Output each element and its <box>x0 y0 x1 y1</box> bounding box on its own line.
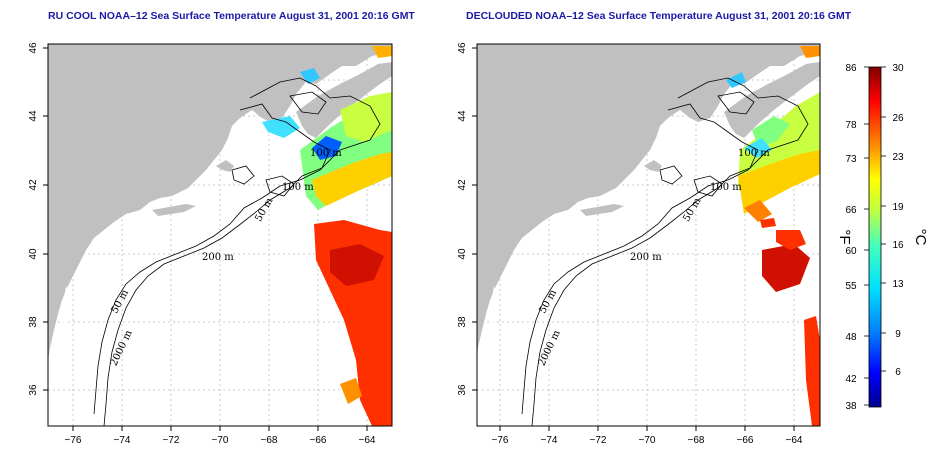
left-x-tick-label: −66 <box>310 435 327 446</box>
colorbar-fahrenheit-labels: 86 78 73 66 60 55 48 42 38 <box>845 63 857 412</box>
left-x-tick-labels: −76 −74 −72 −70 −68 −66 −64 <box>65 435 376 446</box>
left-nova-scotia <box>296 62 392 138</box>
right-x-tick-label: −70 <box>639 435 656 446</box>
contour-label-200m: 200 m <box>630 252 662 263</box>
right-long-island <box>580 204 624 216</box>
fahrenheit-tick-label: 55 <box>845 281 857 292</box>
right-axis-ticks <box>472 47 795 431</box>
right-y-tick-label: 42 <box>457 179 468 191</box>
fahrenheit-tick-label: 73 <box>845 154 857 165</box>
left-x-tick-label: −70 <box>212 435 229 446</box>
contour-label-100m-lower: 100 m <box>710 182 742 193</box>
right-x-tick-label: −76 <box>492 435 509 446</box>
celsius-tick-label: 16 <box>892 240 904 251</box>
celsius-tick-label: 23 <box>892 152 904 163</box>
right-y-tick-label: 36 <box>457 384 468 396</box>
right-x-tick-label: −68 <box>688 435 705 446</box>
right-y-tick-label: 38 <box>457 316 468 328</box>
right-x-tick-label: −74 <box>541 435 558 446</box>
left-x-tick-label: −68 <box>261 435 278 446</box>
left-x-tick-label: −76 <box>65 435 82 446</box>
right-y-tick-label: 44 <box>457 110 468 122</box>
right-chesapeake <box>490 286 498 326</box>
colorbar-gradient <box>868 66 882 408</box>
right-x-tick-label: −72 <box>590 435 607 446</box>
fahrenheit-tick-label: 48 <box>845 332 857 343</box>
left-axis-ticks <box>43 47 368 431</box>
colorbar: 86 78 73 66 60 55 48 42 38 30 26 23 19 1… <box>836 63 929 412</box>
colorbar-ticks <box>864 66 886 406</box>
celsius-tick-label: 30 <box>892 63 904 74</box>
right-map-title: DECLOUDED NOAA–12 Sea Surface Temperatur… <box>466 10 852 22</box>
right-y-tick-label: 46 <box>457 42 468 54</box>
left-long-island <box>152 204 196 216</box>
right-map-frame <box>476 43 821 427</box>
fahrenheit-tick-label: 60 <box>845 246 857 257</box>
fahrenheit-tick-label: 66 <box>845 205 857 216</box>
right-x-tick-label: −66 <box>737 435 754 446</box>
left-cape-cod <box>216 160 234 172</box>
right-sst-data <box>726 46 820 426</box>
celsius-tick-label: 19 <box>892 202 904 213</box>
right-y-tick-label: 40 <box>457 248 468 260</box>
celsius-tick-label: 9 <box>895 329 901 340</box>
left-chesapeake <box>62 286 70 326</box>
left-x-tick-label: −64 <box>359 435 376 446</box>
left-sst-data <box>262 46 392 426</box>
right-x-tick-labels: −76 −74 −72 −70 −68 −66 −64 <box>492 435 803 446</box>
contour-label-200m: 200 m <box>202 252 234 263</box>
right-nova-scotia <box>724 62 820 138</box>
fahrenheit-tick-label: 42 <box>845 374 857 385</box>
left-map-title: RU COOL NOAA–12 Sea Surface Temperature … <box>48 10 415 22</box>
left-x-tick-label: −72 <box>163 435 180 446</box>
left-y-tick-label: 36 <box>28 384 39 396</box>
fahrenheit-tick-label: 78 <box>845 120 857 131</box>
contour-label-100m-upper: 100 m <box>738 148 770 159</box>
fahrenheit-tick-label: 86 <box>845 63 857 74</box>
contour-label-100m-upper: 100 m <box>310 148 342 159</box>
celsius-tick-label: 13 <box>892 279 904 290</box>
colorbar-celsius-labels: 30 26 23 19 16 13 9 6 <box>892 63 904 378</box>
left-y-tick-label: 40 <box>28 248 39 260</box>
celsius-tick-label: 6 <box>895 367 901 378</box>
left-y-tick-label: 46 <box>28 42 39 54</box>
left-x-tick-label: −74 <box>114 435 131 446</box>
colorbar-unit-fahrenheit: °F <box>836 229 853 244</box>
fahrenheit-tick-label: 38 <box>845 401 857 412</box>
left-landmass <box>48 44 392 360</box>
left-y-tick-label: 44 <box>28 110 39 122</box>
colorbar-unit-celsius: °C <box>912 229 929 246</box>
right-cape-cod <box>644 160 662 172</box>
right-map-panel: 100 m 100 m 50 m 200 m 50 m 2000 m −76 −… <box>457 42 821 446</box>
celsius-tick-label: 26 <box>892 113 904 124</box>
contour-label-100m-lower: 100 m <box>282 182 314 193</box>
left-map-panel: 100 m 100 m 50 m 200 m 50 m 2000 m −76 −… <box>28 42 393 446</box>
left-y-tick-labels: 36 38 40 42 44 46 <box>28 42 39 396</box>
right-landmass <box>477 44 820 360</box>
right-y-tick-labels: 36 38 40 42 44 46 <box>457 42 468 396</box>
left-y-tick-label: 42 <box>28 179 39 191</box>
left-y-tick-label: 38 <box>28 316 39 328</box>
right-x-tick-label: −64 <box>786 435 803 446</box>
left-bathymetry-contours <box>93 77 381 426</box>
right-bathymetry-contours <box>521 77 809 426</box>
